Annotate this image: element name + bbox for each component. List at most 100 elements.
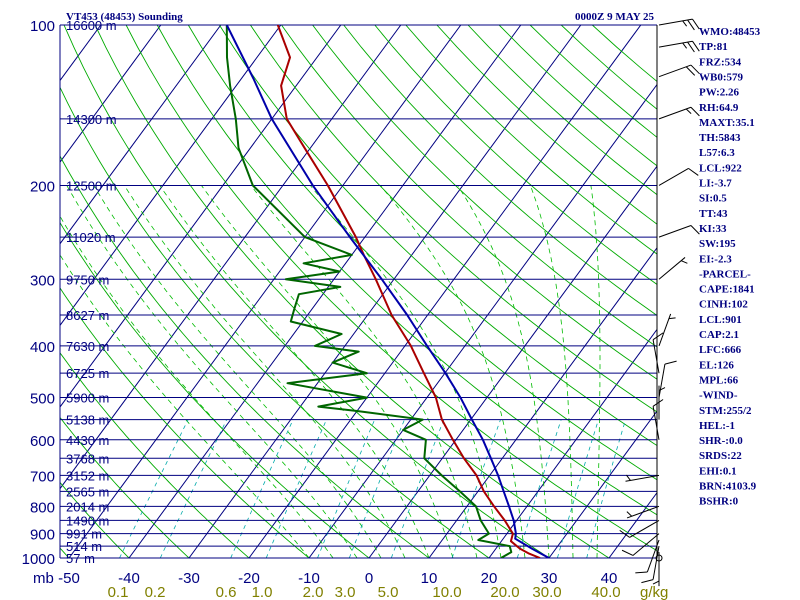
index-value: PW:2.26 — [699, 87, 740, 99]
index-value: MPL:66 — [699, 374, 739, 386]
dry-adiabat-line — [560, 25, 657, 110]
index-value: LCL:901 — [699, 314, 742, 326]
dry-adiabat-line — [60, 481, 130, 558]
height-label: 514 m — [66, 539, 102, 554]
index-value: BRN:4103.9 — [699, 481, 757, 493]
wind-barb — [658, 106, 700, 120]
index-value: LI:-3.7 — [699, 178, 732, 190]
temperature-tick-label: 20 — [481, 570, 498, 587]
mixing-ratio-tick-label: 0.1 — [108, 584, 129, 600]
pressure-tick-label: 1000 — [22, 551, 55, 568]
pressure-tick-label: 400 — [30, 339, 55, 356]
barb-shaft — [658, 64, 692, 78]
index-value: TH:5843 — [699, 132, 741, 144]
index-value: L57:6.3 — [699, 147, 735, 159]
moist-adiabat-line — [530, 185, 574, 558]
barb-flag — [690, 64, 700, 75]
height-label: 1490 m — [66, 513, 109, 528]
wind-barb — [658, 167, 699, 186]
dry-adiabat-line — [281, 25, 657, 380]
barb-flag — [652, 399, 664, 407]
temperature-tick-label: 30 — [541, 570, 558, 587]
temperature-tick-label: 40 — [601, 570, 618, 587]
mixing-ratio-line — [390, 419, 445, 558]
mixing-ratio-tick-label: 2.0 — [303, 584, 324, 600]
temperature-tick-label: -20 — [238, 570, 260, 587]
height-label: 2014 m — [66, 499, 109, 514]
index-value: RH:64.9 — [699, 102, 739, 114]
isotherm-line — [60, 25, 402, 490]
isotherm-line — [60, 25, 282, 327]
mixing-ratio-tick-label: 20.0 — [490, 584, 519, 600]
index-value: -PARCEL- — [699, 268, 751, 280]
isotherm-line — [60, 25, 162, 163]
dry-adiabat-line — [219, 25, 657, 447]
pressure-tick-label: 300 — [30, 272, 55, 289]
parcel-profile — [225, 25, 550, 558]
barb-flag — [692, 18, 700, 30]
height-label: 12500 m — [66, 178, 117, 193]
barb-shaft — [646, 539, 660, 573]
profiles — [225, 25, 550, 558]
barb-flag — [641, 579, 654, 584]
index-value: EHI:0.1 — [699, 465, 737, 477]
temperature-tick-label: -40 — [118, 570, 140, 587]
wind-barb — [625, 474, 660, 482]
isobars — [60, 24, 657, 559]
mixing-ratio-tick-label: 0.6 — [216, 584, 237, 600]
barb-half-flag — [685, 108, 692, 114]
dewpoint-profile — [225, 25, 513, 558]
dry-adiabat-line — [63, 25, 550, 558]
mixing-ratio-line — [230, 419, 294, 558]
dry-adiabat-line — [343, 25, 657, 317]
index-value: TT:43 — [699, 208, 728, 220]
barb-flag — [687, 41, 695, 53]
isotherm-line — [128, 25, 522, 558]
dry-adiabat-line — [250, 25, 657, 413]
height-label: 57 m — [66, 551, 95, 566]
indices-panel: WMO:48453 TP:81 FRZ:534 WB0:579 PW:2.26 RH:64… — [699, 26, 761, 508]
barb-shaft — [658, 257, 686, 280]
height-label: 991 m — [66, 527, 102, 542]
dry-adiabat-line — [60, 221, 370, 558]
barb-shaft — [658, 106, 692, 120]
wind-barb — [658, 313, 676, 347]
mixing-ratio-tick-label: 1.0 — [252, 584, 273, 600]
isotherm-line — [60, 25, 342, 408]
barb-shaft — [658, 40, 693, 48]
dry-adiabat-line — [405, 25, 657, 255]
height-label: 3768 m — [66, 451, 109, 466]
wind-barb — [626, 505, 660, 519]
dry-adiabat-line — [60, 86, 490, 558]
wind-barb — [619, 519, 660, 538]
wind-barb — [658, 40, 700, 53]
moist-adiabat-line — [201, 185, 454, 558]
mixing-ratio-line — [348, 419, 405, 558]
isotherm-line — [308, 83, 657, 558]
mixing-ratio-line — [317, 419, 376, 558]
barb-shaft — [658, 313, 672, 347]
index-value: HEL:-1 — [699, 420, 735, 432]
dry-adiabat-line — [94, 25, 610, 558]
background-lines — [60, 25, 657, 558]
barb-shaft — [652, 339, 660, 374]
barb-half-flag — [682, 20, 688, 27]
index-value: WB0:579 — [699, 71, 744, 83]
barb-shaft — [652, 406, 660, 440]
barb-flag — [690, 225, 700, 235]
barb-half-flag — [668, 317, 676, 320]
mixing-ratio-line — [265, 419, 327, 558]
moist-adiabat-line — [60, 254, 310, 558]
temperature-tick-label: -10 — [298, 570, 320, 587]
index-value: EL:126 — [699, 359, 734, 371]
index-value: STM:255/2 — [699, 405, 752, 417]
barb-flag — [690, 106, 700, 117]
mixing-ratio-line — [451, 419, 501, 558]
mixing-ratio-line — [586, 419, 626, 558]
index-value: SRDS:22 — [699, 450, 742, 462]
height-label: 7630 m — [66, 339, 109, 354]
barb-half-flag — [681, 260, 688, 264]
dry-adiabat-line — [60, 416, 190, 558]
dry-adiabat-line — [156, 25, 657, 516]
